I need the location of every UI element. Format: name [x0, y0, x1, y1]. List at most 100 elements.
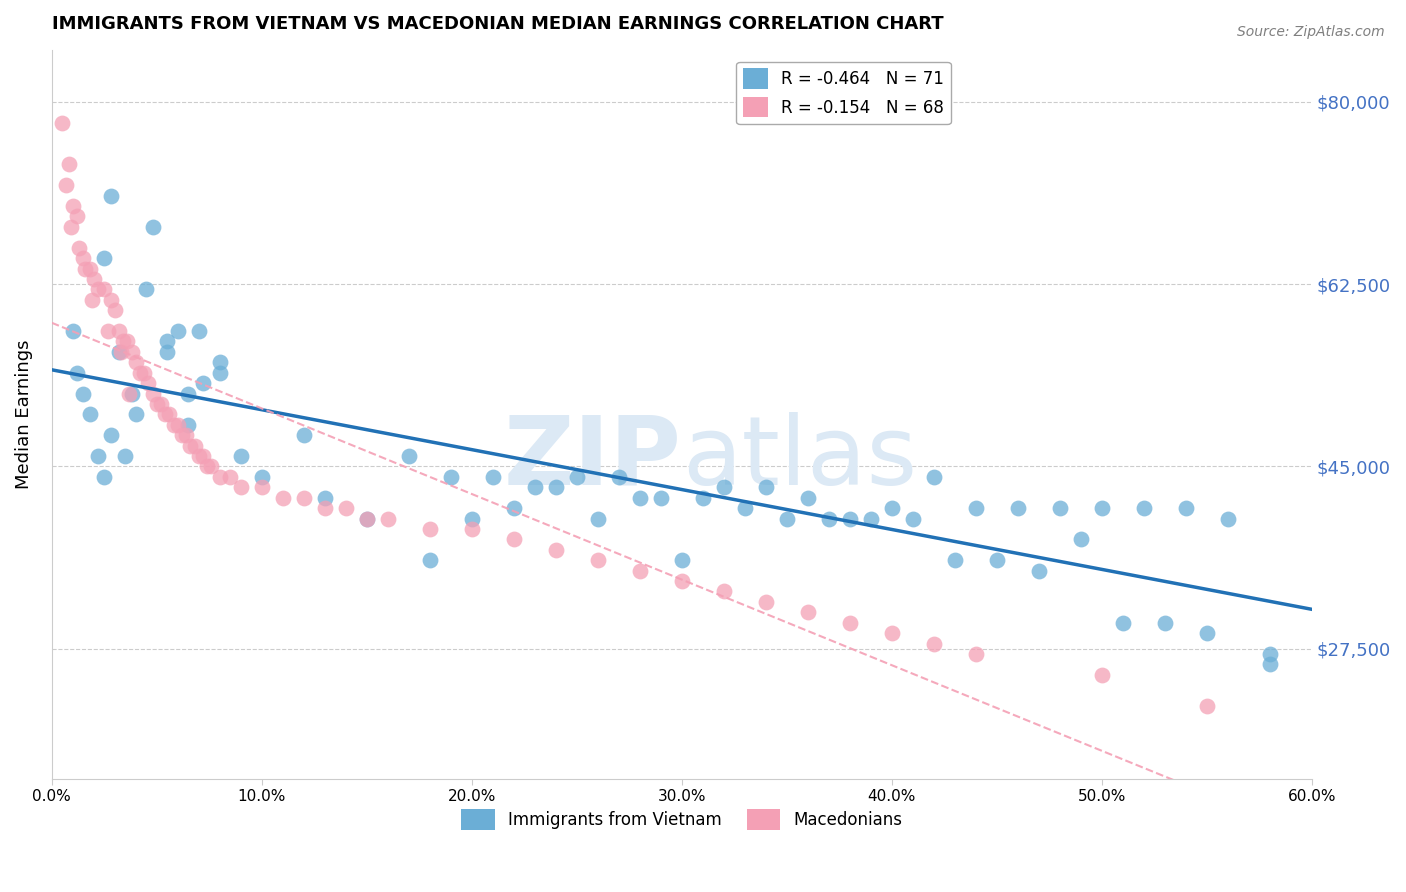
Point: [797, 491, 820, 505]
Point: [314, 501, 336, 516]
Point: [177, 386, 200, 401]
Text: IMMIGRANTS FROM VIETNAM VS MACEDONIAN MEDIAN EARNINGS CORRELATION CHART: IMMIGRANTS FROM VIETNAM VS MACEDONIAN ME…: [52, 15, 943, 33]
Point: [880, 501, 903, 516]
Point: [67, 241, 90, 255]
Point: [250, 470, 273, 484]
Point: [1091, 501, 1114, 516]
Point: [1154, 615, 1177, 630]
Point: [523, 480, 546, 494]
Point: [1258, 647, 1281, 661]
Point: [314, 491, 336, 505]
Point: [922, 636, 945, 650]
Point: [51, 116, 73, 130]
Point: [177, 417, 200, 432]
Point: [859, 511, 882, 525]
Point: [1091, 667, 1114, 681]
Point: [108, 344, 131, 359]
Point: [58, 157, 80, 171]
Point: [100, 428, 122, 442]
Legend: Immigrants from Vietnam, Macedonians: Immigrants from Vietnam, Macedonians: [454, 803, 910, 836]
Text: atlas: atlas: [682, 411, 917, 505]
Point: [156, 344, 179, 359]
Point: [187, 324, 209, 338]
Point: [174, 428, 197, 442]
Point: [377, 511, 399, 525]
Point: [838, 615, 860, 630]
Point: [125, 408, 148, 422]
Point: [797, 605, 820, 619]
Point: [502, 533, 524, 547]
Point: [208, 366, 231, 380]
Point: [108, 324, 131, 338]
Point: [93, 470, 115, 484]
Point: [1049, 501, 1071, 516]
Point: [208, 355, 231, 369]
Point: [93, 251, 115, 265]
Point: [356, 511, 378, 525]
Point: [191, 449, 214, 463]
Point: [200, 459, 222, 474]
Point: [83, 272, 105, 286]
Point: [713, 480, 735, 494]
Point: [356, 511, 378, 525]
Point: [166, 417, 188, 432]
Point: [943, 553, 966, 567]
Point: [965, 501, 987, 516]
Point: [922, 470, 945, 484]
Point: [817, 511, 839, 525]
Point: [100, 293, 122, 307]
Point: [229, 480, 252, 494]
Point: [59, 219, 82, 234]
Point: [187, 449, 209, 463]
Point: [118, 386, 141, 401]
Point: [398, 449, 420, 463]
Point: [104, 303, 127, 318]
Point: [1007, 501, 1029, 516]
Point: [419, 553, 441, 567]
Point: [229, 449, 252, 463]
Point: [219, 470, 242, 484]
Point: [149, 397, 172, 411]
Point: [157, 408, 180, 422]
Point: [125, 355, 148, 369]
Point: [66, 210, 89, 224]
Point: [901, 511, 924, 525]
Point: [1028, 564, 1050, 578]
Point: [97, 324, 120, 338]
Point: [461, 511, 484, 525]
Point: [1133, 501, 1156, 516]
Point: [292, 491, 315, 505]
Point: [1258, 657, 1281, 672]
Point: [335, 501, 357, 516]
Point: [628, 564, 651, 578]
Point: [121, 344, 143, 359]
Point: [79, 408, 101, 422]
Point: [650, 491, 672, 505]
Point: [162, 417, 184, 432]
Point: [734, 501, 756, 516]
Point: [713, 584, 735, 599]
Point: [93, 282, 115, 296]
Point: [544, 480, 567, 494]
Point: [195, 459, 218, 474]
Point: [156, 334, 179, 349]
Point: [179, 439, 201, 453]
Point: [153, 408, 176, 422]
Point: [292, 428, 315, 442]
Point: [776, 511, 799, 525]
Point: [440, 470, 463, 484]
Point: [607, 470, 630, 484]
Point: [544, 542, 567, 557]
Point: [142, 219, 165, 234]
Point: [502, 501, 524, 516]
Text: Source: ZipAtlas.com: Source: ZipAtlas.com: [1237, 25, 1385, 39]
Text: ZIP: ZIP: [503, 411, 682, 505]
Point: [671, 574, 693, 588]
Point: [110, 344, 132, 359]
Point: [986, 553, 1008, 567]
Point: [55, 178, 77, 193]
Point: [1195, 626, 1218, 640]
Point: [586, 511, 609, 525]
Point: [183, 439, 205, 453]
Point: [755, 480, 778, 494]
